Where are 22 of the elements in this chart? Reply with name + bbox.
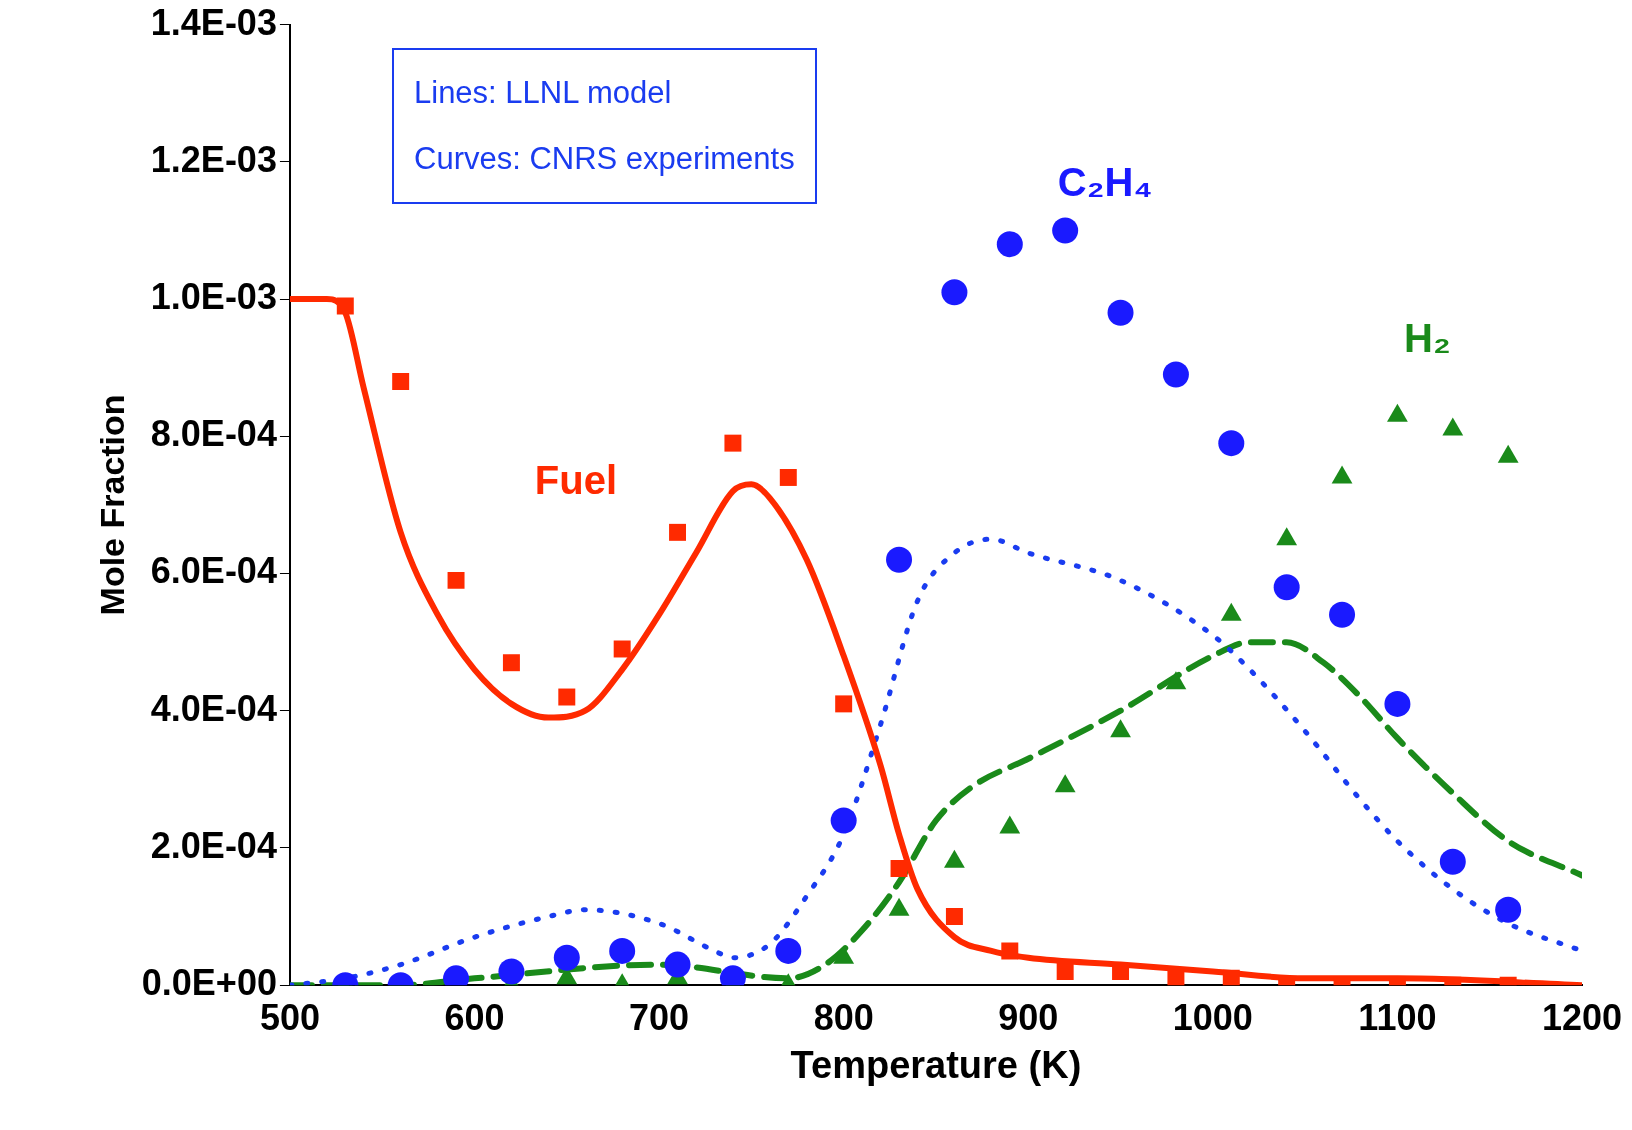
series-label: C₂H₄ [1057, 160, 1153, 205]
x-tick-label: 700 [629, 996, 690, 1038]
note-box: Lines: LLNL model Curves: CNRS experiments [392, 48, 817, 204]
x-tick-label: 1000 [1172, 996, 1253, 1038]
x-tick-label: 800 [813, 996, 874, 1038]
y-tick-label: 4.0E-04 [150, 687, 277, 729]
y-tick-label: 1.0E-03 [150, 275, 277, 317]
series-label: Fuel [534, 458, 618, 503]
series-label: H₂ [1404, 315, 1451, 360]
y-tick-label: 2.0E-04 [150, 824, 277, 866]
x-axis-title: Temperature (K) [790, 1043, 1082, 1086]
y-tick-label: 8.0E-04 [150, 413, 277, 455]
x-tick-label: 600 [444, 996, 505, 1038]
annotation: Curves: CNRS experiments [414, 140, 795, 178]
y-tick-label: 6.0E-04 [150, 550, 277, 592]
y-tick-label: 1.4E-03 [150, 1, 277, 43]
y-tick-label: 1.2E-03 [150, 138, 277, 180]
y-axis-title: Mole Fraction [92, 394, 131, 616]
x-tick-label: 1100 [1358, 996, 1437, 1038]
x-tick-label: 900 [998, 996, 1059, 1038]
x-tick-label: 1200 [1541, 996, 1623, 1038]
annotation: Lines: LLNL model [414, 74, 673, 112]
